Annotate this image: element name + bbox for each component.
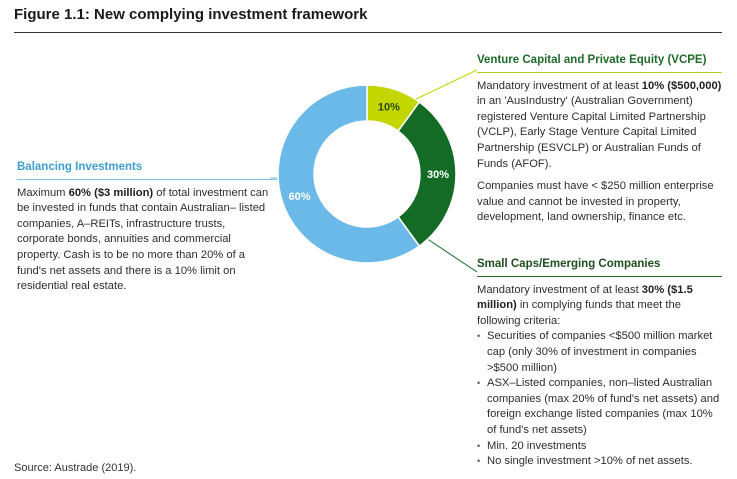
balancing-panel: Balancing Investments Maximum 60% ($3 mi… — [17, 160, 277, 295]
criteria-item: No single investment >10% of net assets. — [477, 454, 722, 470]
vcpe-panel: Venture Capital and Private Equity (VCPE… — [477, 53, 722, 226]
balancing-heading: Balancing Investments — [17, 160, 277, 180]
small-caps-heading: Small Caps/Emerging Companies — [477, 257, 722, 277]
small-caps-text: Mandatory investment of at least 30% ($1… — [477, 283, 693, 327]
small-caps-leader-line — [425, 237, 478, 273]
criteria-item: ASX–Listed companies, non–listed Austral… — [477, 376, 722, 438]
figure-title: Figure 1.1: New complying investment fra… — [14, 6, 368, 23]
vcpe-text: Mandatory investment of at least 10% ($5… — [477, 79, 722, 170]
vcpe-text-2: Companies must have < $250 million enter… — [477, 180, 714, 224]
slice-small-caps-label: 30% — [427, 169, 449, 181]
criteria-item: Min. 20 investments — [477, 439, 722, 455]
slice-vcpe-label: 10% — [378, 101, 400, 113]
vcpe-leader-line — [411, 69, 478, 102]
small-caps-panel: Small Caps/Emerging Companies Mandatory … — [477, 257, 722, 470]
figure-source: Source: Austrade (2019). — [14, 462, 137, 474]
criteria-item: Securities of companies <$500 million ma… — [477, 329, 722, 376]
title-divider — [14, 32, 722, 33]
vcpe-heading: Venture Capital and Private Equity (VCPE… — [477, 53, 722, 73]
slice-balancing-label: 60% — [288, 191, 310, 203]
balancing-text: Maximum 60% ($3 million) of total invest… — [17, 186, 269, 293]
slice-small-caps — [397, 100, 457, 248]
small-caps-criteria-list: Securities of companies <$500 million ma… — [477, 329, 722, 469]
slice-balancing — [277, 84, 421, 264]
